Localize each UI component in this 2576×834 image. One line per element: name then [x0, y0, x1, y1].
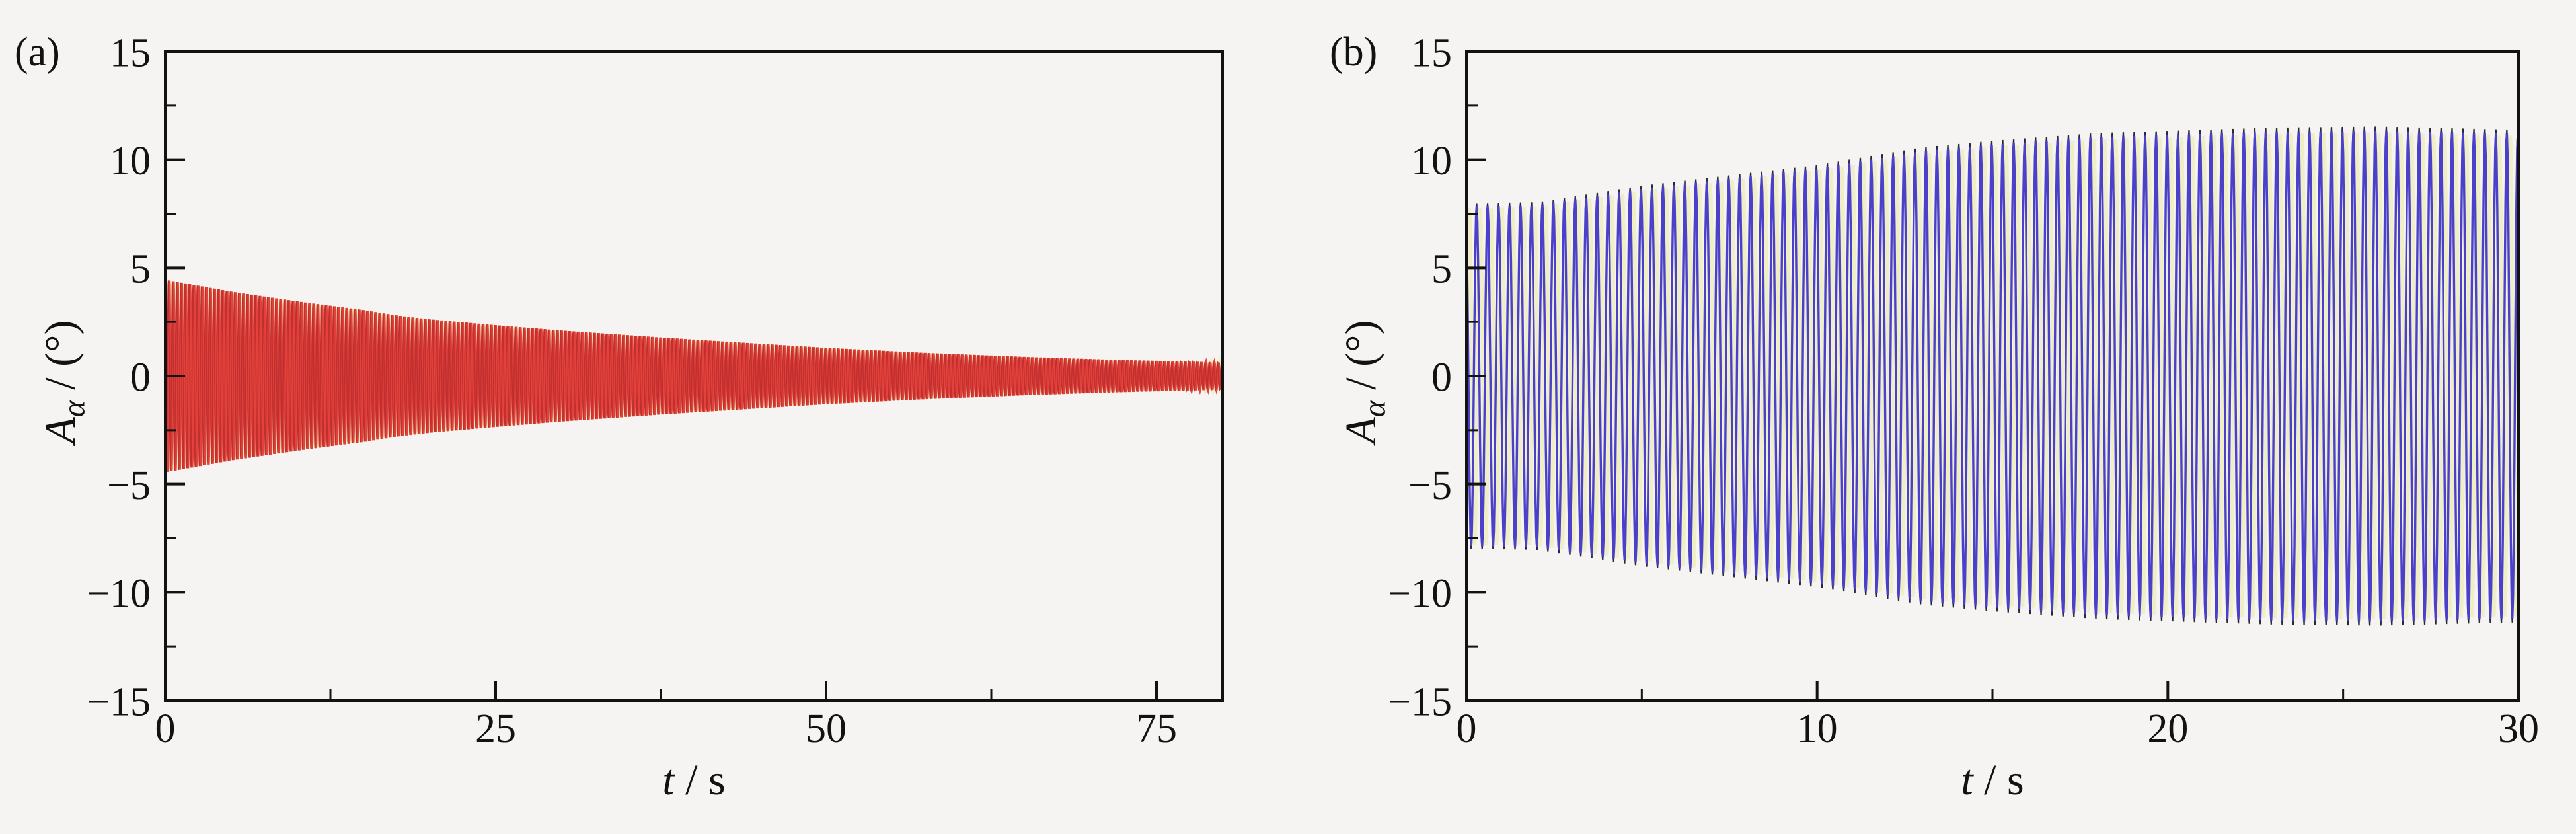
panel-a-ylabel-unit: / (°): [36, 320, 85, 401]
panel-a-tag: (a): [15, 30, 60, 75]
panel-a-ylabel: Aα / (°): [36, 320, 92, 444]
x-tick-label: 25: [475, 706, 516, 751]
tick-labels-group: 0 10 20 30 −15 −10 −5 0 5 10 15: [1388, 30, 2539, 751]
panel-b-xlabel-unit: / s: [1973, 756, 2024, 804]
y-tick-label: 10: [110, 139, 151, 184]
y-tick-label: −10: [1388, 572, 1452, 617]
series-accent-curve: [165, 280, 1223, 473]
x-tick-label: 10: [1797, 706, 1838, 751]
panel-b-ylabel-unit: / (°): [1337, 320, 1386, 401]
x-tick-label: 75: [1136, 706, 1177, 751]
x-tick-label: 50: [806, 706, 847, 751]
panel-b-ylabel-subscript: α: [1357, 400, 1392, 418]
series-main-curve: [1466, 130, 2519, 622]
series-background-curve: [1466, 133, 2519, 619]
x-tick-label: 0: [1457, 706, 1477, 751]
waveform-group: [1466, 126, 2519, 626]
y-tick-label: −5: [107, 463, 151, 508]
y-tick-label: 15: [110, 30, 151, 75]
panel-a-xlabel: t / s: [662, 759, 725, 802]
y-tick-label: −10: [87, 572, 151, 617]
panel-b-xlabel-symbol: t: [1961, 756, 1973, 804]
panel-b-ylabel-symbol: A: [1337, 417, 1386, 444]
waveform-group: [165, 280, 1223, 473]
panel-b-ylabel: Aα / (°): [1337, 320, 1392, 444]
tick-labels-group: 0 25 50 75 −15 −10 −5 0 5 10 15: [87, 30, 1177, 751]
y-tick-label: −15: [87, 679, 151, 724]
x-tick-label: 20: [2147, 706, 2188, 751]
y-tick-label: 0: [1431, 355, 1452, 400]
x-tick-label: 0: [155, 706, 176, 751]
y-tick-label: 0: [130, 355, 151, 400]
ticks-group: [1465, 50, 2520, 702]
ticks-group: [164, 50, 1158, 702]
panel-a-xlabel-symbol: t: [662, 756, 675, 804]
y-tick-label: 5: [1431, 247, 1452, 292]
y-tick-label: 5: [130, 247, 151, 292]
y-tick-label: 15: [1411, 30, 1452, 75]
panel-b-xlabel: t / s: [1961, 759, 2024, 802]
y-tick-label: 10: [1411, 139, 1452, 184]
y-tick-label: −5: [1408, 463, 1452, 508]
y-tick-label: −15: [1388, 679, 1452, 724]
panel-a-ylabel-symbol: A: [36, 417, 85, 444]
panel-b-tag: (b): [1330, 30, 1378, 75]
panel-a-xlabel-unit: / s: [674, 756, 726, 804]
x-tick-label: 30: [2498, 706, 2539, 751]
panel-a-ylabel-subscript: α: [57, 400, 92, 418]
